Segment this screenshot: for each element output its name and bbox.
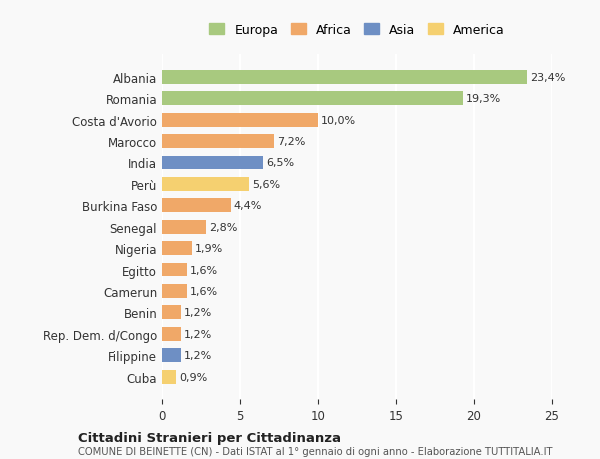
Text: 1,9%: 1,9% <box>195 244 223 253</box>
Bar <box>162 71 527 84</box>
Text: 1,2%: 1,2% <box>184 308 212 318</box>
Text: 2,8%: 2,8% <box>209 222 237 232</box>
Text: 1,2%: 1,2% <box>184 350 212 360</box>
Text: Cittadini Stranieri per Cittadinanza: Cittadini Stranieri per Cittadinanza <box>78 431 341 444</box>
Bar <box>162 156 263 170</box>
Text: 6,5%: 6,5% <box>266 158 295 168</box>
Bar <box>162 178 250 191</box>
Bar <box>162 220 206 234</box>
Text: COMUNE DI BEINETTE (CN) - Dati ISTAT al 1° gennaio di ogni anno - Elaborazione T: COMUNE DI BEINETTE (CN) - Dati ISTAT al … <box>78 447 553 456</box>
Bar <box>162 327 181 341</box>
Text: 23,4%: 23,4% <box>530 73 566 83</box>
Text: 1,2%: 1,2% <box>184 329 212 339</box>
Bar <box>162 306 181 319</box>
Bar <box>162 263 187 277</box>
Text: 0,9%: 0,9% <box>179 372 208 382</box>
Bar <box>162 284 187 298</box>
Text: 4,4%: 4,4% <box>234 201 262 211</box>
Text: 1,6%: 1,6% <box>190 265 218 275</box>
Text: 19,3%: 19,3% <box>466 94 502 104</box>
Bar <box>162 135 274 149</box>
Bar <box>162 92 463 106</box>
Bar <box>162 241 191 256</box>
Text: 5,6%: 5,6% <box>253 179 281 190</box>
Bar <box>162 370 176 384</box>
Legend: Europa, Africa, Asia, America: Europa, Africa, Asia, America <box>206 20 508 40</box>
Text: 7,2%: 7,2% <box>277 137 306 147</box>
Bar <box>162 348 181 362</box>
Text: 1,6%: 1,6% <box>190 286 218 296</box>
Text: 10,0%: 10,0% <box>321 115 356 125</box>
Bar <box>162 199 230 213</box>
Bar <box>162 113 318 127</box>
